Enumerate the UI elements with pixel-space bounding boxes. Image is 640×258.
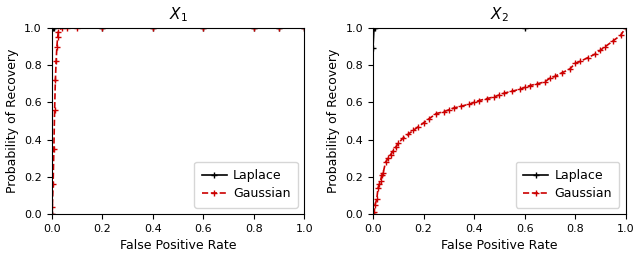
X-axis label: False Positive Rate: False Positive Rate bbox=[120, 239, 236, 252]
Gaussian bbox=[63, 26, 70, 29]
Gaussian bbox=[53, 45, 61, 48]
Gaussian bbox=[495, 93, 503, 96]
Laplace bbox=[521, 26, 529, 29]
Gaussian bbox=[73, 26, 81, 29]
Line: Gaussian: Gaussian bbox=[49, 25, 307, 217]
Laplace bbox=[622, 26, 630, 29]
Gaussian bbox=[450, 107, 458, 110]
Gaussian bbox=[508, 90, 516, 93]
Gaussian bbox=[49, 205, 56, 208]
Laplace bbox=[48, 26, 56, 29]
Y-axis label: Probability of Recovery: Probability of Recovery bbox=[6, 49, 19, 193]
Laplace bbox=[369, 47, 377, 50]
Laplace bbox=[250, 26, 257, 29]
Legend: Laplace, Gaussian: Laplace, Gaussian bbox=[195, 162, 298, 208]
Gaussian bbox=[374, 187, 382, 190]
Gaussian bbox=[275, 26, 283, 29]
Gaussian bbox=[50, 147, 58, 150]
Gaussian bbox=[51, 108, 58, 111]
Y-axis label: Probability of Recovery: Probability of Recovery bbox=[327, 49, 340, 193]
Title: $X_2$: $X_2$ bbox=[490, 6, 509, 24]
Gaussian bbox=[54, 36, 61, 39]
Gaussian bbox=[199, 26, 207, 29]
Laplace bbox=[99, 26, 106, 29]
Line: Laplace: Laplace bbox=[49, 25, 307, 217]
Laplace bbox=[149, 26, 157, 29]
Line: Gaussian: Gaussian bbox=[370, 25, 628, 217]
Gaussian bbox=[596, 49, 604, 52]
Gaussian bbox=[52, 60, 60, 63]
Laplace bbox=[275, 26, 283, 29]
Legend: Laplace, Gaussian: Laplace, Gaussian bbox=[516, 162, 620, 208]
Laplace bbox=[300, 26, 308, 29]
Gaussian bbox=[99, 26, 106, 29]
Gaussian bbox=[48, 213, 56, 216]
Laplace bbox=[199, 26, 207, 29]
Laplace bbox=[371, 26, 379, 29]
Laplace bbox=[49, 26, 57, 29]
Gaussian bbox=[58, 26, 65, 29]
Gaussian bbox=[250, 26, 257, 29]
X-axis label: False Positive Rate: False Positive Rate bbox=[441, 239, 557, 252]
Gaussian bbox=[52, 78, 60, 82]
Laplace bbox=[369, 213, 377, 216]
Gaussian bbox=[149, 26, 157, 29]
Gaussian bbox=[49, 183, 57, 186]
Gaussian bbox=[369, 213, 377, 216]
Laplace bbox=[370, 26, 378, 29]
Title: $X_1$: $X_1$ bbox=[168, 6, 188, 24]
Gaussian bbox=[415, 125, 422, 128]
Gaussian bbox=[622, 26, 630, 29]
Laplace bbox=[51, 26, 58, 29]
Laplace bbox=[48, 213, 56, 216]
Gaussian bbox=[54, 30, 62, 33]
Gaussian bbox=[300, 26, 308, 29]
Line: Laplace: Laplace bbox=[370, 25, 628, 217]
